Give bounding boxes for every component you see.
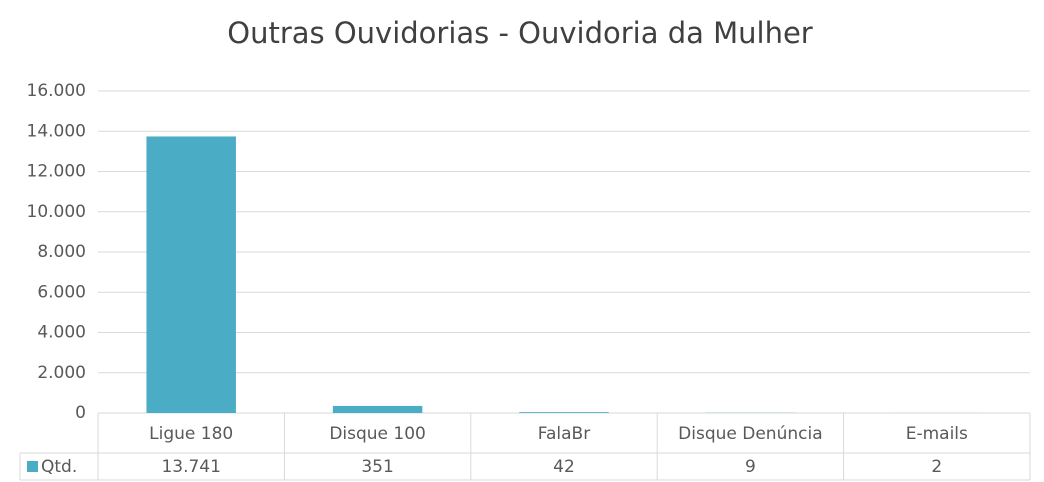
x-tick-label: Disque 100	[329, 424, 426, 444]
x-tick-label: E-mails	[906, 424, 968, 444]
bar	[519, 412, 609, 413]
bar	[332, 405, 423, 413]
data-label: 2	[931, 457, 942, 477]
y-tick-label: 2.000	[37, 363, 86, 383]
bar	[146, 136, 236, 413]
x-tick-label: Disque Denúncia	[678, 424, 822, 444]
y-tick-label: 12.000	[27, 162, 86, 182]
x-tick-label: Ligue 180	[149, 424, 233, 444]
data-label: 9	[745, 457, 756, 477]
y-tick-label: 6.000	[37, 282, 86, 302]
y-tick-label: 14.000	[27, 121, 86, 141]
y-tick-label: 10.000	[27, 202, 86, 222]
legend-label: Qtd.	[41, 457, 77, 477]
legend-swatch	[27, 461, 38, 472]
chart-title: Outras Ouvidorias - Ouvidoria da Mulher	[227, 16, 813, 50]
data-label: 42	[553, 457, 575, 477]
x-tick-label: FalaBr	[538, 424, 590, 444]
y-tick-label: 0	[75, 403, 86, 423]
data-label: 13.741	[161, 457, 220, 477]
data-label: 351	[361, 457, 393, 477]
y-tick-label: 8.000	[37, 242, 86, 262]
y-tick-label: 16.000	[27, 81, 86, 101]
y-tick-label: 4.000	[37, 323, 86, 343]
